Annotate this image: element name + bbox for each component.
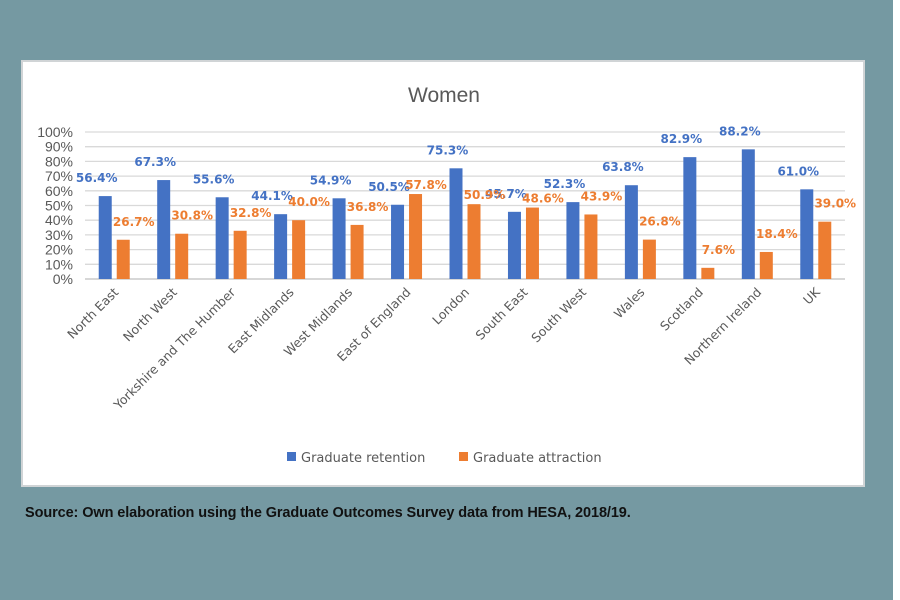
x-tick-label: Wales — [611, 285, 648, 322]
data-label: 63.8% — [602, 160, 644, 174]
bar-retention — [800, 189, 814, 279]
bar-attraction — [467, 204, 481, 279]
bar-retention — [332, 198, 346, 279]
y-tick-label: 100% — [37, 124, 73, 140]
data-label: 67.3% — [134, 155, 176, 169]
bar-attraction — [350, 224, 364, 279]
y-tick-label: 20% — [45, 242, 73, 258]
bar-retention — [507, 211, 521, 279]
data-label: 30.8% — [171, 209, 213, 223]
y-tick-label: 40% — [45, 212, 73, 228]
x-tick-label: London — [429, 285, 472, 328]
data-label: 26.8% — [639, 215, 681, 229]
bar-attraction — [584, 214, 598, 279]
data-label: 50.5% — [368, 180, 410, 194]
x-tick-label: South East — [472, 284, 530, 342]
data-label: 40.0% — [288, 195, 330, 209]
data-label: 54.9% — [310, 173, 352, 187]
bar-retention — [274, 214, 288, 279]
legend: Graduate retention Graduate attraction — [287, 451, 602, 466]
data-label: 57.8% — [405, 178, 447, 192]
y-tick-label: 0% — [53, 271, 73, 287]
bar-attraction — [175, 233, 189, 279]
chart-title: Women — [408, 84, 480, 107]
y-tick-label: 10% — [45, 256, 73, 272]
source-note: Source: Own elaboration using the Gradua… — [25, 505, 631, 521]
bar-retention — [624, 185, 638, 279]
bar-attraction — [818, 221, 832, 279]
y-tick-label: 90% — [45, 139, 73, 155]
data-label: 48.6% — [522, 192, 564, 206]
data-label: 50.9% — [464, 188, 506, 202]
bar-retention — [566, 202, 580, 279]
data-label: 45.7% — [485, 187, 527, 201]
bar-retention — [215, 197, 229, 279]
bar-retention — [391, 204, 405, 279]
data-label: 56.4% — [76, 171, 118, 185]
bar-retention — [683, 157, 697, 279]
data-label: 44.1% — [251, 189, 293, 203]
y-tick-label: 50% — [45, 198, 73, 214]
bar-attraction — [525, 207, 539, 279]
x-tick-label: UK — [800, 284, 823, 307]
y-tick-label: 60% — [45, 183, 73, 199]
gridlines — [85, 131, 845, 280]
bar-attraction — [116, 239, 130, 279]
y-tick-label: 80% — [45, 153, 73, 169]
y-axis-ticks: 0%10%20%30%40%50%60%70%80%90%100% — [37, 124, 73, 287]
data-label: 82.9% — [661, 132, 703, 146]
bar-attraction — [233, 230, 247, 279]
legend-swatch — [287, 452, 296, 461]
bar-retention — [449, 168, 463, 279]
data-labels: 56.4% 67.3% 55.6% 44.1% 54.9% 50.5% 75.3% 45.7%… — [76, 124, 856, 256]
legend-label: Graduate retention — [301, 451, 425, 466]
data-label: 18.4% — [756, 227, 798, 241]
bar-retention — [157, 180, 171, 279]
data-label: 43.9% — [581, 189, 623, 203]
bar-chart: Women 0%10%20%30%40%50%60%70%80%90%100% … — [37, 84, 856, 466]
bar-attraction — [292, 220, 306, 279]
bar-retention — [98, 196, 112, 279]
data-label: 61.0% — [777, 164, 819, 178]
bar-retention — [741, 149, 755, 279]
data-label: 52.3% — [544, 177, 586, 191]
bar-attraction — [642, 239, 656, 279]
x-tick-label: Scotland — [657, 285, 706, 334]
chart-card: Women 0% 10% 20% 30% 40% 50% 60% 70% 80% 90% 100% … — [21, 60, 865, 487]
bars — [98, 149, 832, 279]
x-tick-label: Yorkshire and The Humber — [110, 284, 239, 413]
bar-attraction — [701, 267, 715, 279]
data-label: 75.3% — [427, 143, 469, 157]
legend-label: Graduate attraction — [473, 451, 602, 466]
data-label: 32.8% — [230, 206, 272, 220]
data-label: 88.2% — [719, 124, 761, 138]
data-label: 39.0% — [814, 197, 856, 211]
data-label: 26.7% — [113, 215, 155, 229]
legend-swatch — [459, 452, 468, 461]
data-label: 55.6% — [193, 172, 235, 186]
x-tick-label: North West — [120, 284, 180, 344]
data-label: 7.6% — [702, 243, 735, 257]
bar-attraction — [409, 194, 423, 279]
y-tick-label: 70% — [45, 168, 73, 184]
x-tick-label: North East — [64, 284, 121, 341]
data-label: 36.8% — [347, 200, 389, 214]
y-tick-label: 30% — [45, 227, 73, 243]
x-tick-label: South West — [528, 284, 589, 345]
bar-attraction — [759, 251, 773, 279]
